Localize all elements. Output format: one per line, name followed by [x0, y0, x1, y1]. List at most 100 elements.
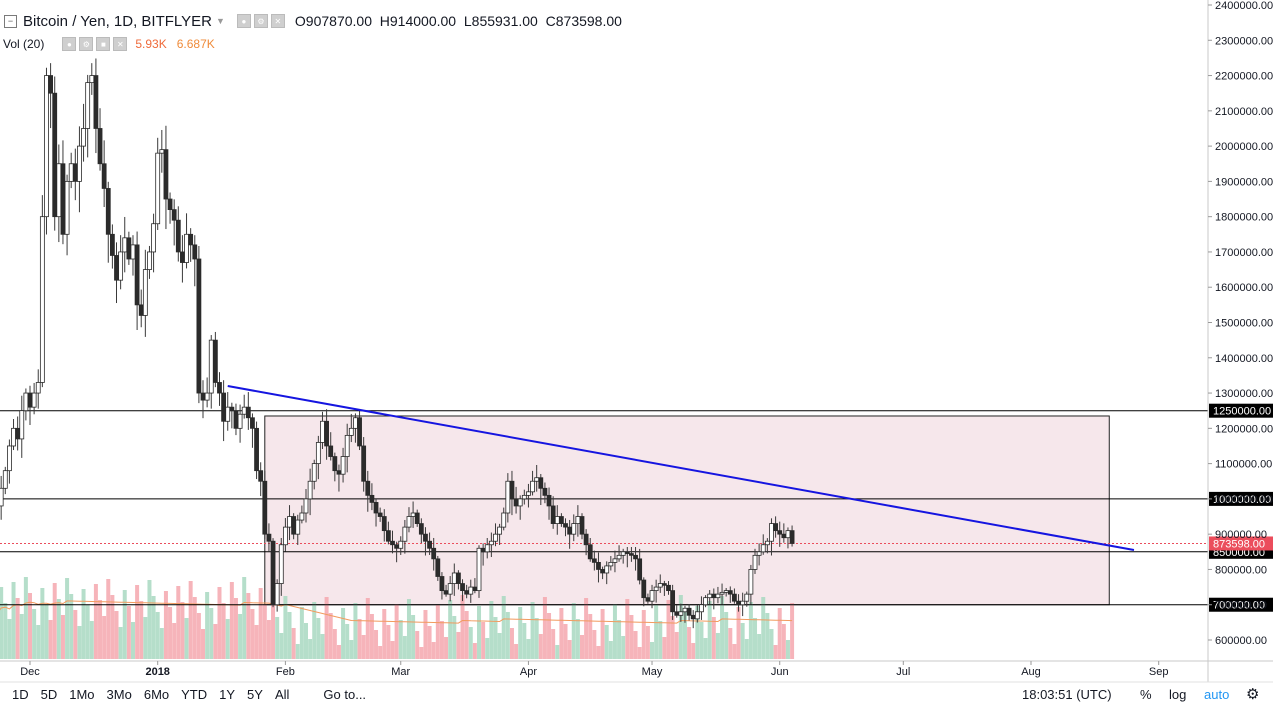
candle-body [138, 304, 144, 316]
range-button-all[interactable]: All [274, 687, 290, 702]
volume-bar [229, 582, 234, 659]
range-button-1d[interactable]: 1D [12, 687, 29, 702]
candle-body [7, 445, 12, 472]
candle-body [15, 427, 21, 440]
candle-body [381, 516, 387, 532]
high-label: H [379, 13, 390, 29]
range-button-5d[interactable]: 5D [40, 687, 58, 702]
log-toggle[interactable]: log [1169, 687, 1187, 702]
lock-icon[interactable]: ■ [96, 37, 111, 51]
range-button-1mo[interactable]: 1Mo [69, 687, 95, 702]
descending-trendline[interactable] [227, 385, 1135, 552]
volume-bar [419, 647, 424, 659]
candle-body [147, 251, 152, 270]
close-label: C [545, 13, 556, 29]
volume-bar [262, 604, 267, 659]
volume-bar [110, 595, 115, 659]
gear-icon[interactable]: ⚙ [253, 14, 268, 28]
candle-body [167, 198, 173, 211]
candle-body [468, 586, 474, 595]
y-tick-label: 2000000.00 [1215, 141, 1273, 153]
gear-icon[interactable]: ⚙ [1246, 686, 1260, 703]
eye-icon[interactable]: ● [236, 14, 251, 28]
candle-body [175, 219, 181, 253]
candle-body [530, 480, 535, 493]
candle-body [620, 551, 626, 556]
volume-bar [514, 644, 519, 659]
candle-body [649, 590, 655, 602]
candle-body [68, 163, 74, 182]
volume-bar [728, 628, 733, 659]
volume-bar [773, 645, 778, 659]
volume-label[interactable]: Vol (20) [3, 37, 45, 51]
x-tick-label: Apr [520, 666, 537, 678]
volume-bar [720, 596, 725, 659]
eye-icon[interactable]: ● [62, 37, 77, 51]
candle-body [390, 540, 395, 546]
go-to-button[interactable]: Go to... [323, 687, 367, 702]
candle-body [406, 516, 412, 528]
candle-body [410, 512, 416, 517]
candle-body [435, 558, 441, 577]
candle-body [637, 558, 643, 581]
range-button-5y[interactable]: 5Y [247, 687, 263, 702]
collapse-icon[interactable]: − [4, 14, 17, 28]
volume-bar [303, 623, 308, 659]
range-button-3mo[interactable]: 3Mo [106, 687, 132, 702]
volume-bar [205, 592, 210, 659]
volume-bar [612, 604, 617, 659]
volume-bar [15, 598, 20, 659]
gear-icon[interactable]: ⚙ [79, 37, 94, 51]
volume-bar [481, 622, 486, 659]
candle-body [505, 480, 511, 514]
volume-bar [52, 583, 57, 659]
time-axis[interactable]: Dec 2018 Feb Mar Apr May Jun Jul Aug Sep [0, 660, 1273, 683]
volume-bar [790, 603, 795, 659]
candle-body [118, 251, 124, 281]
volume-bar [11, 582, 16, 659]
chevron-down-icon[interactable]: ▼ [215, 16, 225, 26]
price-axis[interactable]: 600000.00 700000.00 800000.00 900000.00 1000… [1207, 0, 1273, 682]
volume-bar [617, 620, 622, 659]
volume-bar [85, 605, 90, 659]
close-icon[interactable]: ✕ [270, 14, 285, 28]
trendline[interactable] [227, 385, 1135, 552]
candle-body [769, 523, 774, 542]
candle-body [258, 470, 264, 482]
candle-body [661, 583, 667, 586]
candle-body [608, 561, 614, 567]
volume-bar [361, 635, 366, 659]
volume-bar [761, 597, 766, 659]
volume-bar [444, 637, 449, 659]
y-tick-label: 900000.00 [1215, 529, 1267, 541]
volume-bar [48, 620, 53, 659]
volume-bar [699, 622, 704, 659]
utc-clock[interactable]: 18:03:51 (UTC) [1022, 687, 1112, 702]
candle-body [64, 180, 70, 235]
candle-body [2, 470, 8, 489]
candle-body [538, 477, 544, 489]
candle-body [97, 128, 103, 165]
volume-bar [522, 623, 527, 659]
high-value: 914000.00 [389, 13, 457, 29]
range-button-6mo[interactable]: 6Mo [143, 687, 170, 702]
volume-bar [221, 603, 226, 659]
volume-bar [625, 599, 630, 659]
close-icon[interactable]: ✕ [113, 37, 128, 51]
range-button-ytd[interactable]: YTD [181, 687, 208, 702]
candle-body [105, 188, 111, 235]
volume-bar [398, 620, 403, 659]
candle-body [377, 512, 383, 517]
auto-toggle[interactable]: auto [1204, 687, 1230, 702]
candle-body [657, 583, 663, 588]
volume-bar [69, 594, 74, 659]
chart-title[interactable]: Bitcoin / Yen, 1D, BITFLYER [23, 12, 212, 30]
volume-bar [176, 586, 181, 659]
candle-body [414, 512, 420, 524]
percent-toggle[interactable]: % [1140, 687, 1152, 702]
volume-value: 5.93K [135, 37, 167, 51]
range-button-1y[interactable]: 1Y [219, 687, 236, 702]
volume-bar [682, 611, 687, 659]
candle-body [171, 209, 177, 221]
